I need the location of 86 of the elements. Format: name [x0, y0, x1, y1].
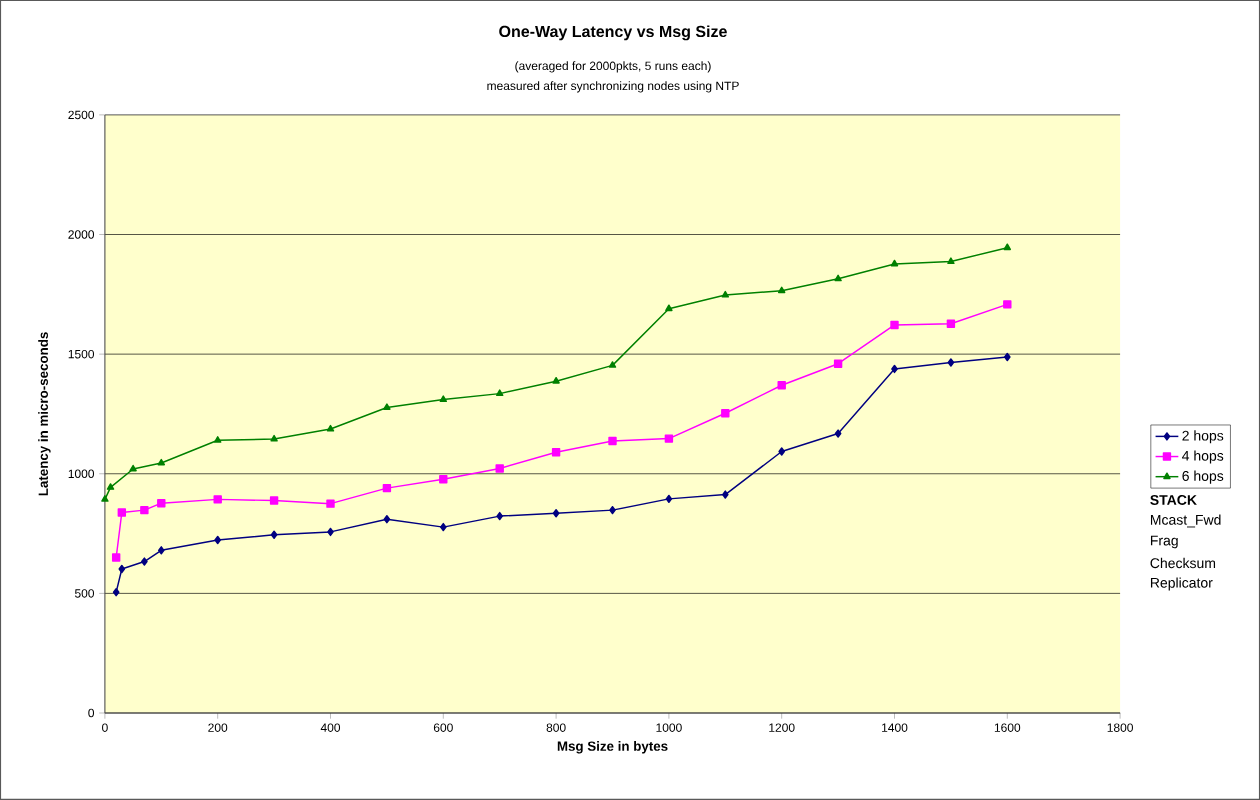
legend-label: 2 hops — [1182, 430, 1224, 444]
point — [834, 274, 842, 282]
point — [157, 499, 166, 508]
point — [141, 557, 148, 566]
text: Frag — [1150, 535, 1178, 549]
point — [117, 508, 127, 517]
point — [112, 588, 120, 597]
text: Replicator — [1150, 577, 1213, 591]
point — [833, 359, 843, 368]
point — [834, 429, 842, 438]
point — [609, 505, 616, 515]
x-tick-label: 600 — [433, 723, 453, 732]
point — [270, 530, 278, 540]
point — [213, 436, 222, 443]
point — [890, 320, 899, 330]
point — [495, 389, 504, 397]
point — [946, 319, 956, 329]
x-tick-label: 1200 — [769, 723, 795, 732]
point — [101, 495, 109, 502]
point — [106, 483, 115, 490]
point — [382, 483, 392, 493]
y-tick-label: 0 — [88, 708, 95, 718]
point — [664, 434, 674, 443]
point — [721, 490, 729, 499]
y-tick-label: 2500 — [68, 110, 95, 120]
point — [665, 304, 673, 312]
point — [947, 358, 955, 367]
point — [778, 447, 786, 456]
point — [1003, 243, 1012, 251]
point — [1003, 300, 1012, 309]
x-tick-label: 0 — [102, 723, 108, 732]
legend-label: 4 hops — [1182, 450, 1224, 464]
point — [608, 361, 617, 368]
point — [326, 424, 335, 432]
point — [608, 436, 617, 446]
point — [721, 409, 730, 418]
y-tick-label: 2000 — [68, 230, 95, 239]
point — [270, 434, 278, 442]
point — [777, 286, 786, 294]
point — [552, 377, 560, 384]
point — [383, 403, 391, 410]
point — [496, 511, 504, 521]
point — [551, 448, 561, 457]
chart-subtitle: (averaged for 2000pkts, 5 runs each) — [515, 61, 711, 73]
y-axis-title: Latency in micro-seconds — [38, 332, 51, 496]
y-tick-label: 1000 — [68, 469, 95, 479]
x-tick-label: 1000 — [656, 723, 682, 732]
legend-label: 6 hops — [1182, 470, 1224, 484]
point — [118, 564, 126, 574]
point — [214, 535, 222, 545]
point — [439, 475, 448, 484]
point — [891, 364, 898, 374]
point — [947, 257, 955, 265]
point — [890, 259, 899, 267]
point — [439, 395, 448, 403]
point — [552, 509, 560, 518]
x-tick-label: 400 — [320, 723, 341, 732]
point — [1003, 352, 1011, 362]
point — [213, 495, 222, 504]
point — [140, 505, 149, 515]
point — [665, 494, 673, 504]
x-tick-label: 800 — [546, 723, 566, 732]
text: Mcast_Fwd — [1150, 514, 1221, 528]
text: STACK — [1150, 495, 1197, 505]
point — [383, 515, 391, 524]
x-tick-label: 1800 — [1107, 723, 1133, 732]
chart-title: One-Way Latency vs Msg Size — [499, 25, 727, 41]
y-tick-label: 500 — [74, 589, 95, 598]
x-axis-title: Msg Size in bytes — [557, 741, 668, 754]
point — [129, 464, 137, 472]
point — [111, 553, 121, 562]
text: Checksum — [1150, 557, 1216, 569]
point — [777, 381, 786, 390]
text: measured after synchronizing nodes using NTP — [487, 81, 739, 93]
point — [495, 464, 504, 473]
x-tick-label: 200 — [208, 723, 228, 732]
point — [269, 496, 279, 505]
point — [439, 522, 447, 532]
point — [326, 499, 335, 508]
y-tick-label: 1500 — [68, 349, 95, 359]
point — [157, 546, 165, 555]
point — [327, 527, 334, 537]
x-tick-label: 1400 — [882, 723, 908, 732]
x-tick-label: 1600 — [994, 723, 1021, 732]
point — [157, 458, 166, 466]
point — [721, 290, 730, 298]
